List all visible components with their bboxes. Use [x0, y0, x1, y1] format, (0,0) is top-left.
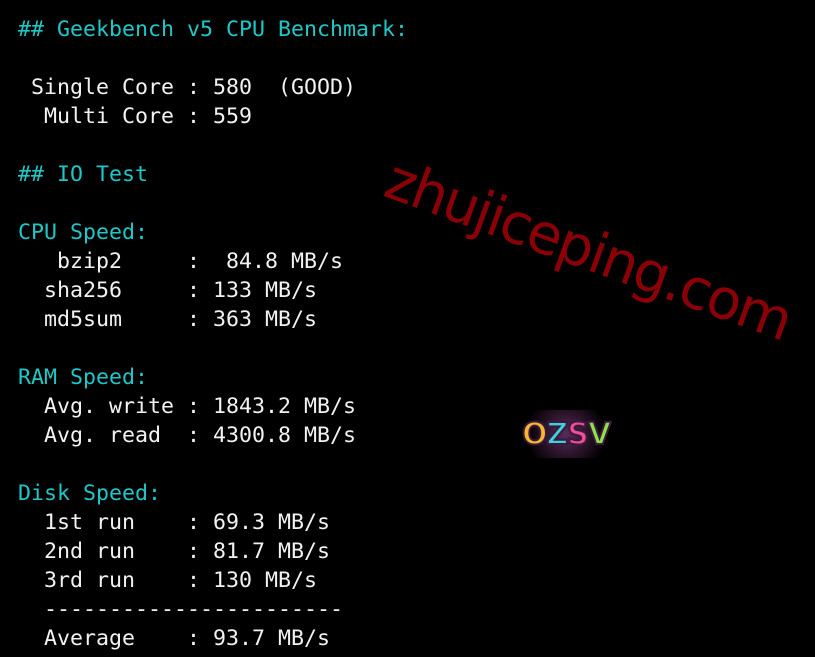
section-heading: ## Geekbench v5 CPU Benchmark:: [18, 17, 409, 42]
output-line: [18, 334, 408, 363]
output-line: sha256 : 133 MB/s: [18, 278, 318, 303]
section-heading: ## IO Test: [18, 162, 149, 187]
logo-letter: V: [587, 416, 612, 453]
output-line: 2nd run : 81.7 MB/s: [18, 539, 331, 564]
output-line: Single Core : 580 (GOOD): [18, 75, 357, 100]
output-line: 1st run : 69.3 MB/s: [18, 510, 331, 535]
output-line: Avg. read : 4300.8 MB/s: [18, 423, 357, 448]
output-line: Avg. write : 1843.2 MB/s: [18, 394, 357, 419]
watermark: zhujiceping.com: [376, 147, 800, 355]
output-line: md5sum : 363 MB/s: [18, 307, 318, 332]
section-heading: RAM Speed:: [18, 365, 149, 390]
logo-letter: O: [521, 416, 548, 453]
output-line: bzip2 : 84.8 MB/s: [18, 249, 344, 274]
output-line: 3rd run : 130 MB/s: [18, 568, 318, 593]
section-heading: Disk Speed:: [18, 481, 162, 506]
logo-letter: Z: [545, 416, 569, 453]
logo-letter: S: [566, 416, 590, 453]
terminal-output: ## Geekbench v5 CPU Benchmark: Single Co…: [18, 15, 408, 653]
output-line: Multi Core : 559: [18, 104, 253, 129]
output-line: Average : 93.7 MB/s: [18, 626, 331, 651]
output-line: [18, 189, 408, 218]
output-line: [18, 450, 408, 479]
output-line: [18, 44, 408, 73]
section-heading: CPU Speed:: [18, 220, 149, 245]
output-line: [18, 131, 408, 160]
output-line: -----------------------: [18, 597, 344, 622]
